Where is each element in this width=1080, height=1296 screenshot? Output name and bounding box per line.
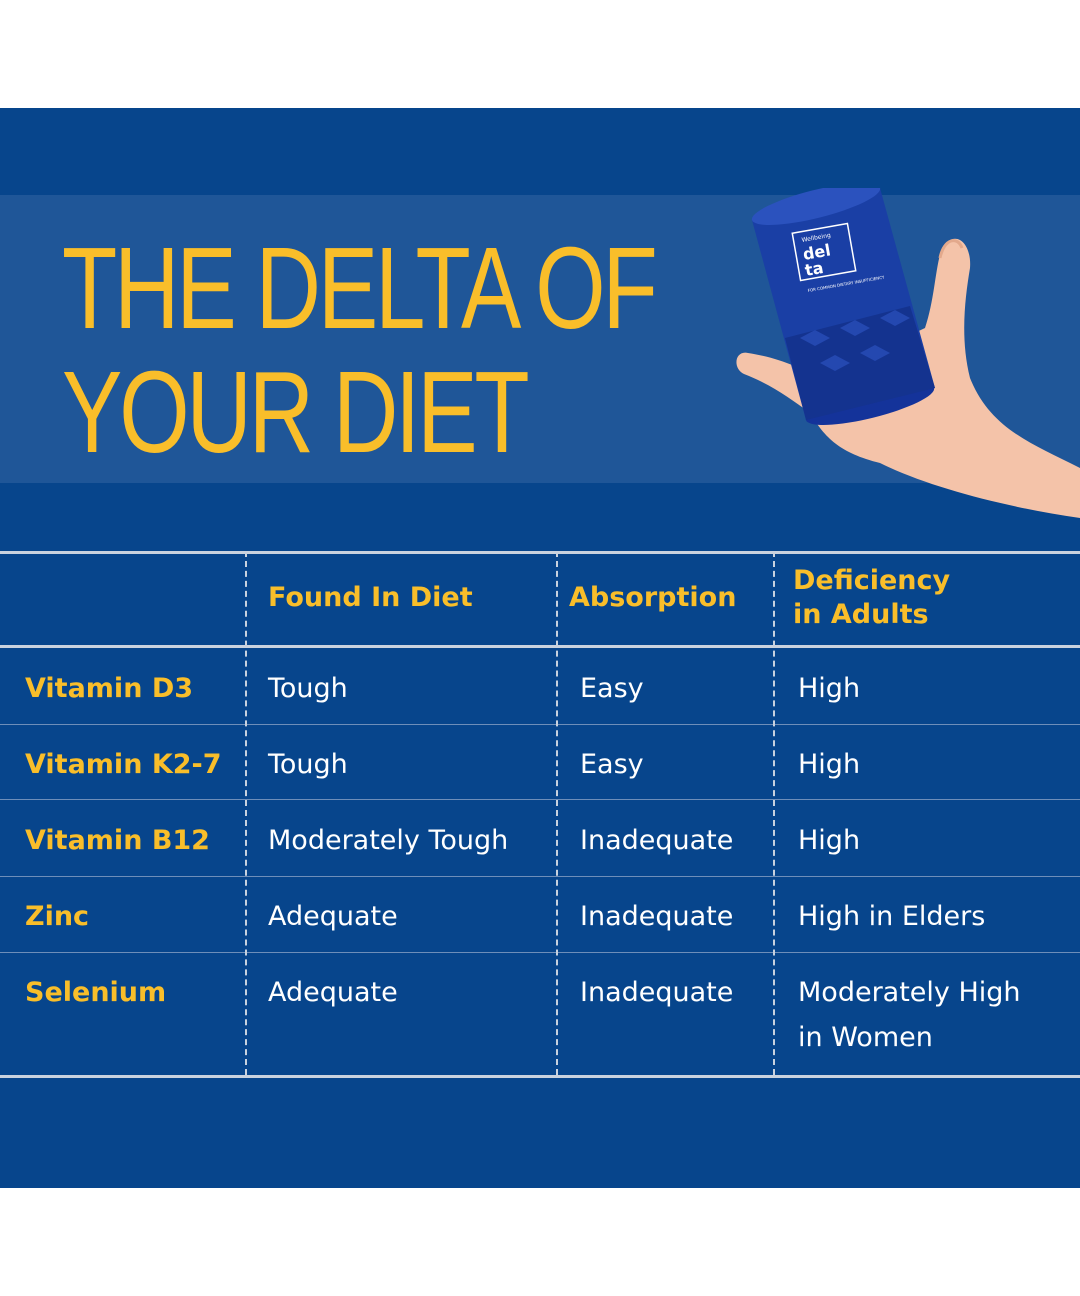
product-name-line-2: ta xyxy=(803,258,824,280)
deficiency-value: High xyxy=(798,749,861,780)
row-divider xyxy=(0,724,1080,725)
title-line-1: THE DELTA OF xyxy=(62,223,658,353)
header-deficiency-line-2: in Adults xyxy=(793,599,929,630)
column-divider xyxy=(245,551,247,1075)
header-absorption: Absorption xyxy=(569,582,737,613)
deficiency-value: Moderately High xyxy=(798,977,1021,1008)
deficiency-value: High xyxy=(798,825,861,856)
absorption-value: Inadequate xyxy=(580,825,734,856)
product-in-hand-image: Wellbeing del ta FOR COMMON DIETARY INSU… xyxy=(736,188,1080,518)
nutrient-vitamin-d3: Vitamin D3 xyxy=(25,673,194,704)
canister: Wellbeing del ta FOR COMMON DIETARY INSU… xyxy=(751,188,935,425)
header-deficiency-line-1: Deficiency xyxy=(793,565,951,596)
found-in-diet-value: Tough xyxy=(268,673,348,704)
deficiency-value: High in Elders xyxy=(798,901,986,932)
deficiency-value: High xyxy=(798,673,861,704)
title-line-2: YOUR DIET xyxy=(62,347,530,477)
nutrient-zinc: Zinc xyxy=(25,901,90,932)
found-in-diet-value: Adequate xyxy=(268,977,398,1008)
nutrient-selenium: Selenium xyxy=(25,977,167,1008)
row-divider xyxy=(0,799,1080,800)
found-in-diet-value: Moderately Tough xyxy=(268,825,509,856)
product-name-line-1: del xyxy=(801,240,832,264)
nutrient-vitamin-b12: Vitamin B12 xyxy=(25,825,210,856)
row-divider xyxy=(0,876,1080,877)
deficiency-value-line-2: in Women xyxy=(798,1022,933,1053)
column-divider xyxy=(773,551,775,1075)
found-in-diet-value: Tough xyxy=(268,749,348,780)
absorption-value: Easy xyxy=(580,673,644,704)
absorption-value: Easy xyxy=(580,749,644,780)
nutrient-vitamin-k2-7: Vitamin K2-7 xyxy=(25,749,222,780)
table-bottom-border xyxy=(0,1075,1080,1078)
found-in-diet-value: Adequate xyxy=(268,901,398,932)
table-top-border xyxy=(0,551,1080,554)
header-bottom-border xyxy=(0,645,1080,648)
header-found-in-diet: Found In Diet xyxy=(268,582,473,613)
infographic-panel: THE DELTA OF YOUR DIET Wellbeing del ta … xyxy=(0,108,1080,1188)
absorption-value: Inadequate xyxy=(580,977,734,1008)
column-divider xyxy=(556,551,558,1075)
row-divider xyxy=(0,952,1080,953)
absorption-value: Inadequate xyxy=(580,901,734,932)
page-title: THE DELTA OF YOUR DIET xyxy=(62,223,658,477)
